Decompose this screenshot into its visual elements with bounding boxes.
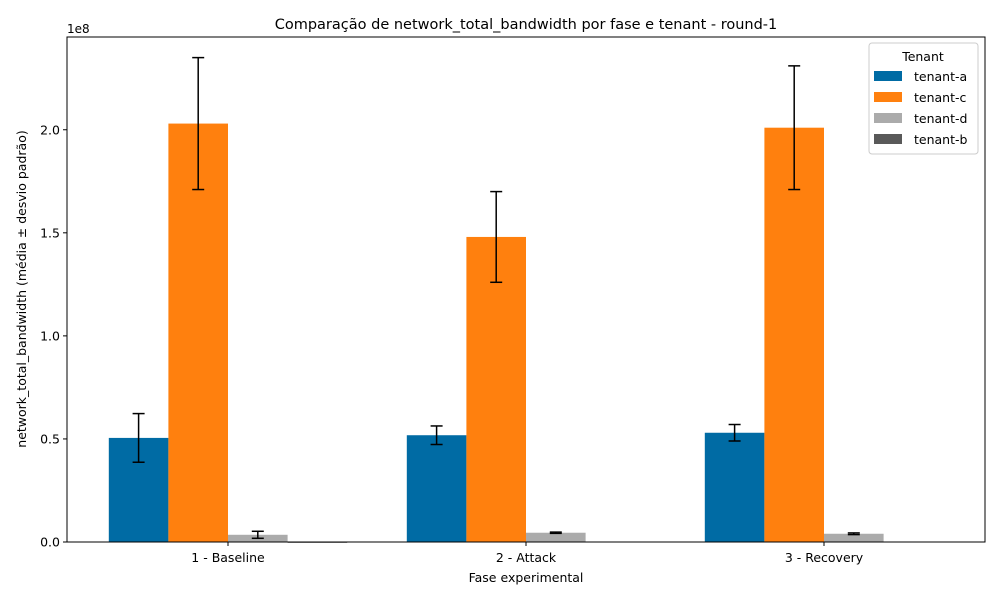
y-tick-label: 0.0 [40,535,60,550]
bar-tenant-a-3 [704,432,765,542]
error-bar-tenant-c-3 [788,65,801,191]
legend-title: Tenant [901,49,944,64]
x-axis-label: Fase experimental [469,570,584,585]
legend-label-tenant-b: tenant-b [914,132,968,147]
legend-label-tenant-a: tenant-a [914,69,967,84]
legend-swatch-tenant-d [874,113,902,123]
error-bar-tenant-d-3 [847,532,860,536]
x-tick-label: 3 - Recovery [785,550,864,565]
error-bar-tenant-d-1 [251,530,264,540]
bar-tenant-d-3 [824,533,884,542]
error-bar-tenant-a-2 [430,425,443,446]
axes: 0.0 0.5 1.0 1.5 2.0 1 - Baseline 2 - Attack 3 -… [40,36,986,565]
x-tick-label: 1 - Baseline [191,550,265,565]
legend: Tenant tenant-a tenant-c tenant-d tenant-b [868,42,979,155]
y-axis-label: network_total_bandwidth (média ± desvio … [14,130,29,447]
legend-label-tenant-d: tenant-d [914,111,967,126]
chart-title: Comparação de network_total_bandwidth po… [275,17,778,33]
legend-label-tenant-c: tenant-c [914,90,967,105]
legend-swatch-tenant-b [874,134,902,144]
legend-frame [868,42,979,155]
legend-swatch-tenant-c [874,92,902,102]
bar-tenant-d-2 [526,532,586,542]
plot-area [108,56,944,543]
x-tick-label: 2 - Attack [496,550,557,565]
error-bar-tenant-c-2 [490,190,503,284]
y-tick-label: 1.0 [40,328,60,343]
error-bar-tenant-c-1 [192,56,205,191]
y-tick-label: 0.5 [40,431,60,446]
error-bar-tenant-a-1 [132,412,145,463]
y-tick-label: 2.0 [40,122,60,137]
bar-tenant-a-2 [406,435,467,542]
y-tick-label: 1.5 [40,225,60,240]
error-bar-tenant-d-2 [549,531,562,535]
bar-tenant-c-3 [764,127,824,542]
bar-tenant-c-1 [168,123,228,543]
legend-swatch-tenant-a [874,71,902,81]
bar-tenant-c-2 [466,236,526,542]
y-axis-multiplier: 1e8 [67,22,90,36]
error-bar-tenant-a-3 [728,423,741,442]
